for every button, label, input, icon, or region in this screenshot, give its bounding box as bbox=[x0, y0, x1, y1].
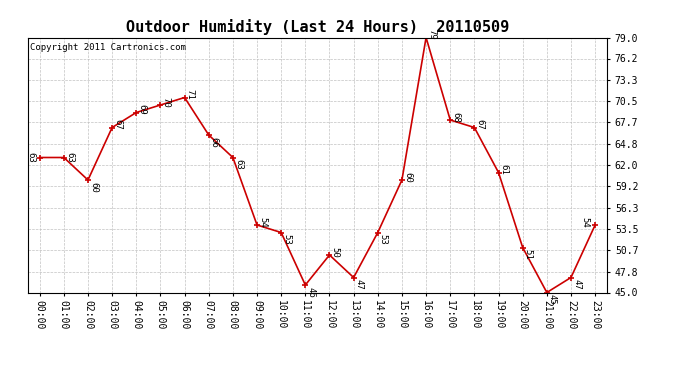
Text: Copyright 2011 Cartronics.com: Copyright 2011 Cartronics.com bbox=[30, 43, 186, 52]
Text: 60: 60 bbox=[89, 182, 98, 192]
Text: 63: 63 bbox=[234, 159, 243, 170]
Text: 70: 70 bbox=[161, 97, 170, 108]
Text: 79: 79 bbox=[427, 29, 436, 40]
Title: Outdoor Humidity (Last 24 Hours)  20110509: Outdoor Humidity (Last 24 Hours) 2011050… bbox=[126, 19, 509, 35]
Text: 54: 54 bbox=[258, 217, 267, 228]
Text: 67: 67 bbox=[475, 119, 484, 130]
Text: 66: 66 bbox=[210, 136, 219, 147]
Text: 47: 47 bbox=[355, 279, 364, 290]
Text: 60: 60 bbox=[403, 172, 412, 183]
Text: 68: 68 bbox=[451, 112, 460, 123]
Text: 61: 61 bbox=[500, 164, 509, 175]
Text: 53: 53 bbox=[282, 234, 291, 245]
Text: 45: 45 bbox=[548, 294, 557, 305]
Text: 63: 63 bbox=[65, 152, 74, 163]
Text: 67: 67 bbox=[113, 119, 122, 130]
Text: 54: 54 bbox=[581, 217, 590, 228]
Text: 63: 63 bbox=[27, 152, 36, 163]
Text: 69: 69 bbox=[137, 104, 146, 115]
Text: 71: 71 bbox=[186, 89, 195, 100]
Text: 51: 51 bbox=[524, 249, 533, 260]
Text: 46: 46 bbox=[306, 286, 315, 297]
Text: 50: 50 bbox=[331, 247, 339, 258]
Text: 53: 53 bbox=[379, 234, 388, 245]
Text: 47: 47 bbox=[572, 279, 581, 290]
